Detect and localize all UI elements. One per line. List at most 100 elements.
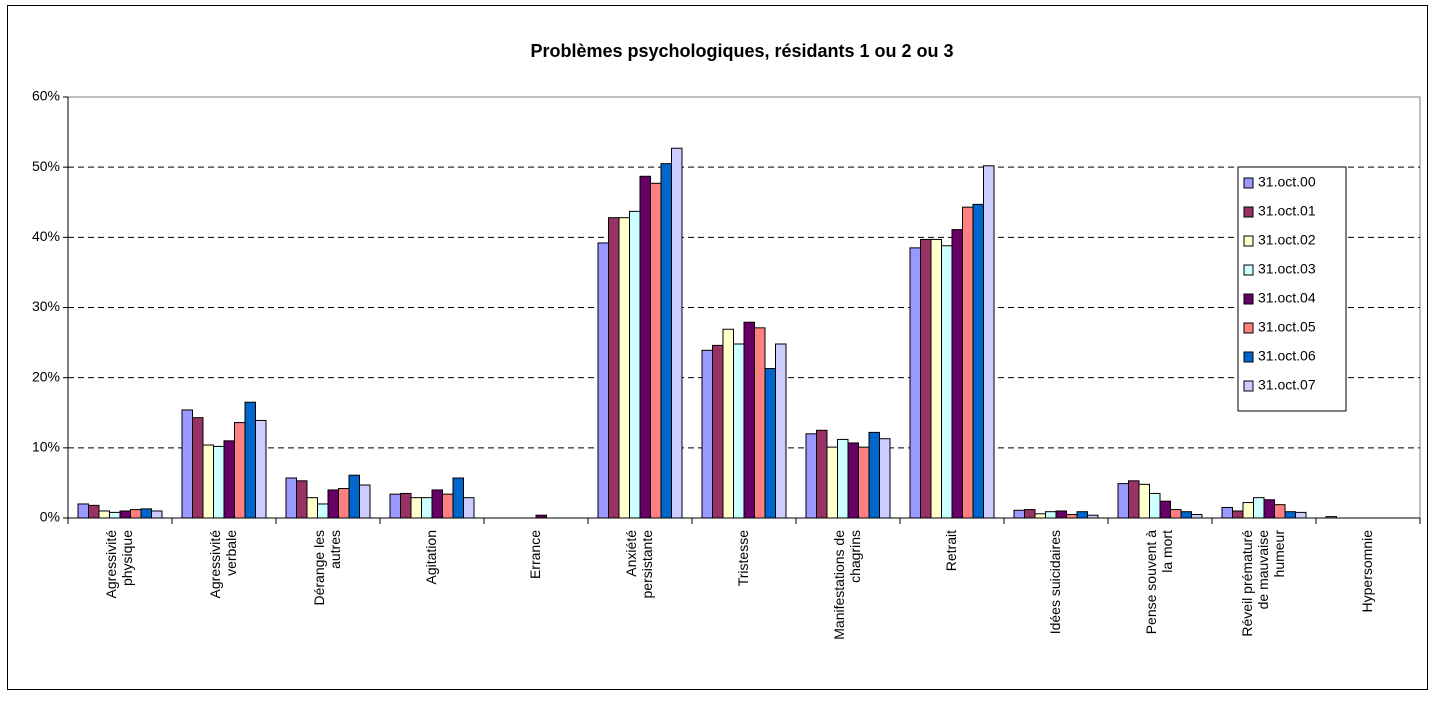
y-tick-label: 30% xyxy=(32,298,60,314)
bar xyxy=(1138,483,1150,519)
x-tick-label: Dérange lesautres xyxy=(311,530,343,606)
bar xyxy=(639,175,651,519)
bar xyxy=(255,419,267,519)
x-tick-label: Manifestations dechagrins xyxy=(831,530,863,640)
bar xyxy=(421,497,433,519)
bar xyxy=(1263,499,1275,519)
bar xyxy=(1253,497,1265,519)
bar xyxy=(629,210,641,519)
bar xyxy=(1055,510,1067,519)
x-tick-label: Anxiétépersistante xyxy=(623,530,655,599)
legend-swatch xyxy=(1243,206,1254,218)
bar xyxy=(660,163,672,519)
bar xyxy=(77,503,89,519)
bar xyxy=(452,477,464,519)
legend-swatch xyxy=(1243,264,1254,276)
bar xyxy=(847,442,859,519)
bar xyxy=(109,511,121,519)
bar xyxy=(1284,511,1296,519)
y-tick-label: 0% xyxy=(40,509,60,525)
bar xyxy=(712,344,724,519)
x-tick-label: Agressivitéverbale xyxy=(207,530,239,599)
bar xyxy=(348,474,360,519)
bar xyxy=(722,328,734,519)
legend-swatch xyxy=(1243,235,1254,247)
y-tick-label: 20% xyxy=(32,368,60,384)
bar xyxy=(868,431,880,519)
bar xyxy=(972,203,984,519)
bar xyxy=(733,343,745,519)
bar xyxy=(962,206,974,519)
bar xyxy=(213,445,225,519)
bar xyxy=(754,327,766,519)
x-tick-label: Errance xyxy=(527,530,543,579)
bar xyxy=(951,229,963,519)
bar xyxy=(1191,513,1203,519)
bar xyxy=(151,510,163,519)
y-tick-label: 60% xyxy=(32,88,60,104)
bar xyxy=(98,510,110,519)
bar xyxy=(140,508,152,519)
bar xyxy=(805,433,817,519)
bar xyxy=(463,497,475,519)
legend-label: 31.oct.06 xyxy=(1258,348,1316,364)
y-tick-label: 10% xyxy=(32,439,60,455)
legend-label: 31.oct.04 xyxy=(1258,290,1316,306)
x-tick-label: Pense souvent àla mort xyxy=(1143,530,1175,635)
bar xyxy=(1076,511,1088,519)
bar xyxy=(244,401,256,519)
bar xyxy=(1024,509,1036,519)
bar xyxy=(431,489,443,519)
bar xyxy=(909,247,921,519)
bar xyxy=(410,497,422,519)
x-tick-label: Réveil prématuréde mauvaisehumeur xyxy=(1239,530,1287,637)
bar xyxy=(400,492,412,519)
bar xyxy=(181,409,193,519)
x-tick-label: Hypersomnie xyxy=(1359,530,1375,613)
legend-swatch xyxy=(1243,351,1254,363)
bar xyxy=(826,446,838,519)
chart-title: Problèmes psychologiques, résidants 1 ou… xyxy=(530,41,953,61)
legend-label: 31.oct.00 xyxy=(1258,174,1316,190)
bar xyxy=(650,182,662,519)
bar xyxy=(930,238,942,519)
x-tick-label: Tristesse xyxy=(735,530,751,586)
bar xyxy=(743,321,755,519)
bar xyxy=(1128,480,1140,519)
bar xyxy=(285,477,297,519)
legend-label: 31.oct.01 xyxy=(1258,203,1316,219)
legend-box xyxy=(1237,166,1347,412)
bar xyxy=(296,480,308,519)
bar xyxy=(1013,509,1025,519)
bar xyxy=(618,217,630,519)
legend-label: 31.oct.03 xyxy=(1258,261,1316,277)
bar xyxy=(223,440,235,519)
bar xyxy=(119,510,131,519)
bar xyxy=(597,242,609,519)
bar xyxy=(879,438,891,519)
bar xyxy=(1232,510,1244,519)
bar xyxy=(701,349,713,519)
legend-label: 31.oct.05 xyxy=(1258,319,1316,335)
bar xyxy=(327,489,339,519)
x-tick-label: Agitation xyxy=(423,530,439,584)
x-tick-label: Idées suicidaires xyxy=(1047,530,1063,634)
bar xyxy=(671,147,683,519)
legend-swatch xyxy=(1243,322,1254,334)
legend-swatch xyxy=(1243,177,1254,189)
y-tick-label: 40% xyxy=(32,228,60,244)
bar xyxy=(1066,513,1078,519)
bar xyxy=(1274,504,1286,519)
bar xyxy=(88,504,100,519)
bar xyxy=(1034,513,1046,519)
bar xyxy=(816,429,828,519)
bar xyxy=(1170,509,1182,519)
bar xyxy=(306,497,318,519)
bar xyxy=(608,217,620,519)
legend-label: 31.oct.07 xyxy=(1258,377,1316,393)
bar xyxy=(1295,511,1307,519)
legend-label: 31.oct.02 xyxy=(1258,232,1316,248)
bar xyxy=(202,444,214,519)
bar xyxy=(1045,511,1057,519)
